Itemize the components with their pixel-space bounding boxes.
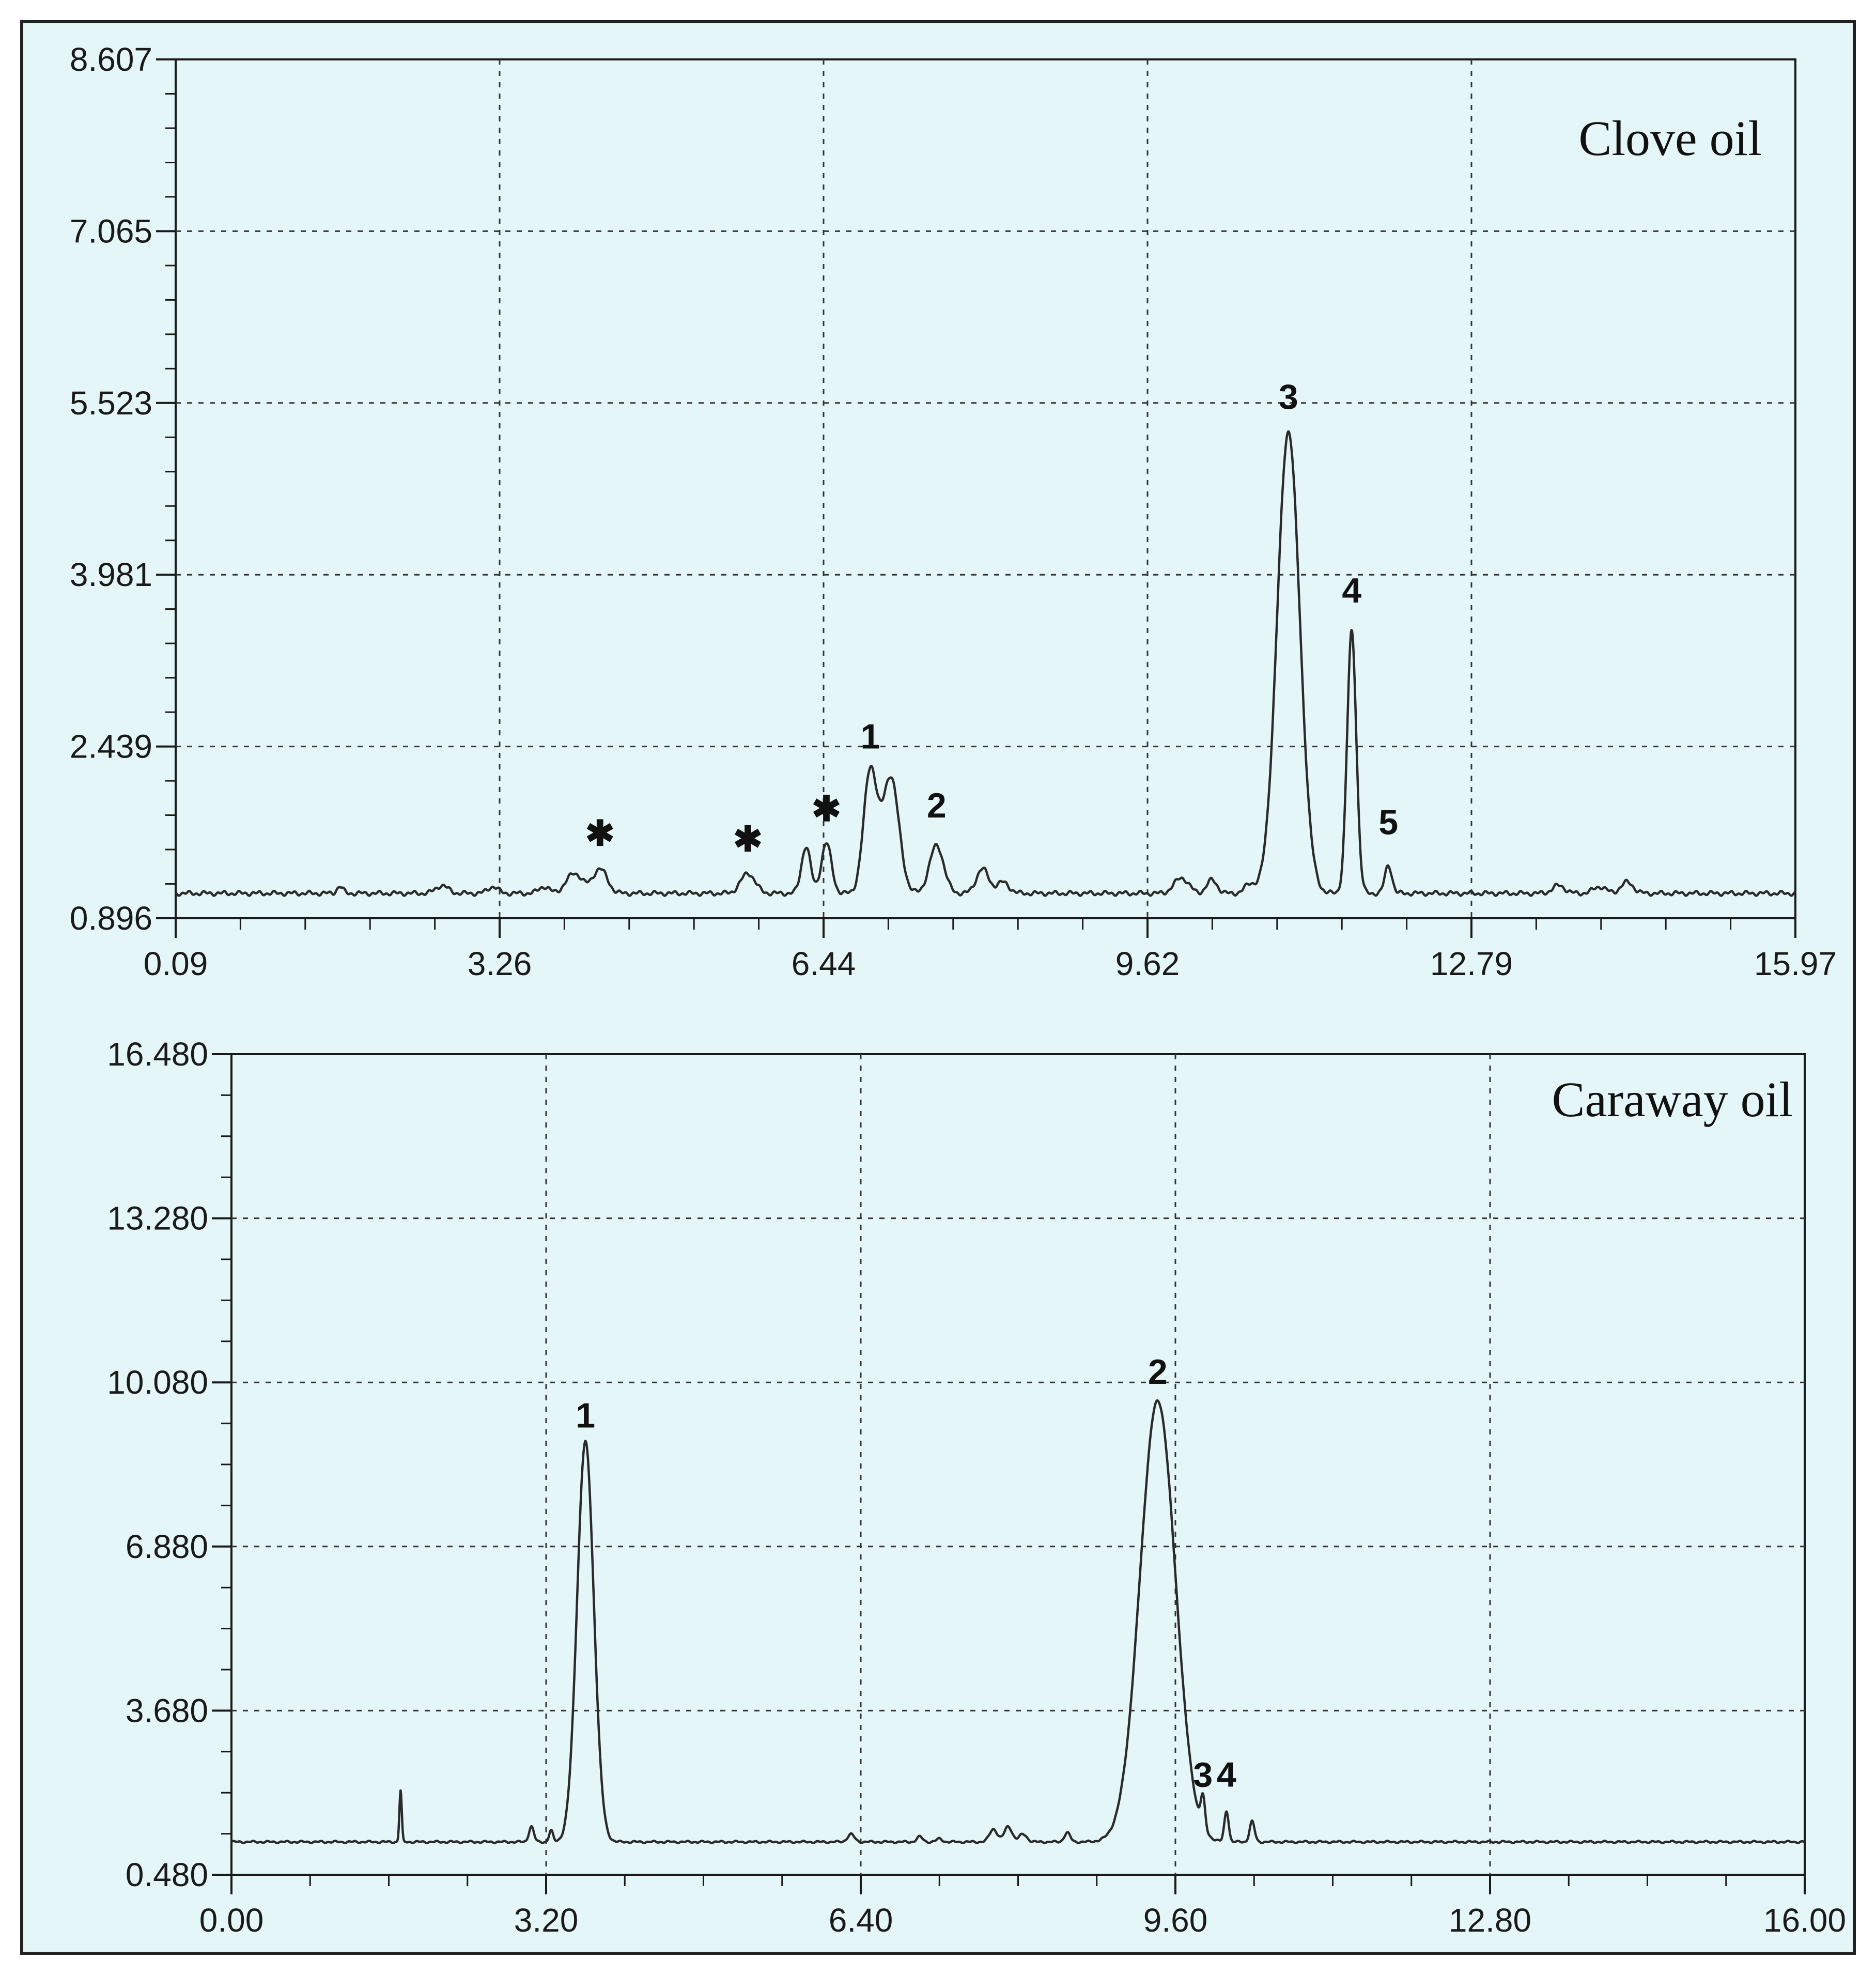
y-axis-tick-label: 8.607 [70,41,152,78]
plot-area [230,1053,1806,1876]
y-axis-tick-label: 0.480 [126,1856,208,1893]
y-axis-tick-label: 5.523 [70,384,152,422]
x-axis-tick-label: 3.26 [468,945,532,982]
y-axis-tick-label: 10.080 [107,1364,208,1401]
peak-annotation: 2 [927,786,947,825]
x-axis-tick-label: 16.00 [1763,1902,1846,1939]
x-axis-tick-label: 15.97 [1754,945,1837,982]
peak-annotation: 5 [1378,803,1398,842]
caraway-oil-panel: 0.00 3.20 6.40 9.60 12.80 16.00 0.480 3.680 6.88… [107,1036,1846,1939]
peak-annotation: ✱ [812,790,841,829]
plot-area [175,58,1796,919]
peak-annotation: 4 [1342,571,1361,610]
peak-annotation: ✱ [733,820,763,859]
peak-annotation: ✱ [585,814,615,853]
y-axis-tick-label: 6.880 [126,1528,208,1565]
x-axis-tick-label: 12.79 [1430,945,1513,982]
x-axis-tick-label: 6.44 [792,945,856,982]
peak-annotation: 1 [861,717,880,757]
figure-border [20,20,1856,1955]
peak-annotation: 1 [576,1396,595,1436]
x-axis-tick-label: 9.60 [1143,1902,1208,1939]
x-axis-tick-label: 3.20 [514,1902,579,1939]
peak-annotation: 4 [1217,1755,1236,1794]
y-axis-tick-label: 7.065 [70,212,152,250]
panel-title: Clove oil [1578,111,1762,166]
x-axis-tick-label: 12.80 [1449,1902,1531,1939]
x-axis-tick-label: 9.62 [1115,945,1180,982]
y-axis-tick-label: 16.480 [107,1036,208,1073]
y-axis-tick-label: 2.439 [70,728,152,765]
x-axis-tick-label: 6.40 [829,1902,893,1939]
chromatogram-trace [230,1399,1806,1844]
chromatogram-trace [175,430,1796,897]
x-axis-tick-label: 0.00 [199,1902,264,1939]
x-axis-tick-label: 0.09 [144,945,208,982]
y-axis-tick-label: 0.896 [70,900,152,937]
panel-title: Caraway oil [1552,1072,1793,1127]
clove-oil-panel: 0.09 3.26 6.44 9.62 12.79 15.97 0.896 2.439 3.98… [70,41,1837,982]
y-axis-tick-label: 13.280 [107,1200,208,1237]
peak-annotation: 3 [1279,377,1298,416]
peak-annotation: 3 [1193,1755,1213,1794]
peak-annotation: 2 [1148,1352,1168,1392]
y-axis-tick-label: 3.680 [126,1692,208,1729]
y-axis-tick-label: 3.981 [70,556,152,593]
